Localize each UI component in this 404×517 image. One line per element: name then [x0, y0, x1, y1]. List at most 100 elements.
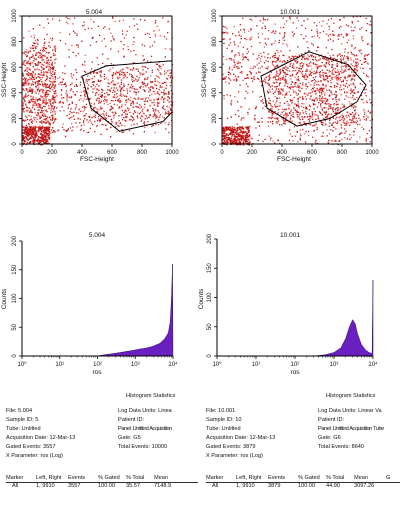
scatter-point [74, 108, 76, 110]
scatter-point [60, 83, 63, 86]
scatter-point [40, 70, 42, 72]
scatter-point [223, 55, 225, 58]
scatter-point [277, 57, 279, 59]
scatter-point [313, 84, 315, 86]
scatter-point [303, 106, 305, 109]
scatter-point [271, 106, 273, 108]
scatter-point [112, 91, 114, 94]
scatter-point [71, 77, 73, 79]
scatter-point [90, 97, 92, 100]
scatter-point [254, 114, 256, 117]
scatter-point [240, 106, 243, 108]
scatter-point [115, 112, 117, 114]
scatter-point [34, 127, 37, 130]
scatter-point [349, 138, 351, 141]
scatter-point [254, 66, 256, 68]
scatter-point [42, 59, 44, 61]
scatter-point [329, 122, 331, 124]
scatter-point [240, 138, 243, 140]
scatter-point [321, 69, 324, 71]
scatter-point [149, 99, 151, 101]
scatter-point [29, 132, 32, 135]
scatter-point [132, 106, 134, 108]
scatter-point [149, 90, 152, 92]
scatter-point [293, 126, 296, 128]
scatter-point [298, 79, 300, 82]
scatter-point [24, 80, 27, 82]
scatter-point [364, 58, 366, 60]
scatter-point [89, 78, 91, 81]
scatter-point [44, 80, 46, 82]
scatter-point [267, 125, 269, 128]
scatter-point [336, 65, 338, 67]
scatter-point [364, 111, 366, 113]
scatter-point [335, 91, 337, 93]
scatter-point [111, 111, 113, 113]
scatter-point [310, 65, 312, 67]
scatter-point [91, 116, 93, 119]
scatter-point [267, 57, 269, 59]
scatter-point [275, 106, 277, 109]
x-tick-label: 800 [337, 150, 348, 156]
scatter-point [226, 136, 229, 139]
scatter-point [32, 142, 34, 144]
scatter-point [320, 98, 323, 100]
scatter-point [284, 65, 287, 67]
scatter-point [29, 50, 31, 52]
scatter-point [347, 57, 349, 60]
scatter-point [344, 48, 346, 50]
scatter-point [158, 82, 160, 84]
scatter-point [294, 82, 296, 84]
scatter-point [55, 90, 57, 92]
scatter-point [117, 77, 119, 80]
scatter-point [267, 121, 269, 123]
scatter-point [39, 136, 41, 139]
scatter-point [49, 123, 51, 126]
scatter-point [284, 81, 286, 83]
scatter-point [149, 95, 151, 97]
scatter-point [119, 94, 121, 97]
scatter-point [271, 88, 273, 90]
scatter-point [146, 117, 148, 119]
scatter-point [43, 48, 45, 51]
scatter-point [68, 49, 70, 51]
scatter-point [362, 98, 364, 101]
scatter-point [325, 75, 327, 77]
scatter-point [159, 35, 161, 37]
scatter-point [155, 75, 157, 77]
scatter-point [124, 95, 126, 97]
scatter-point [293, 57, 295, 59]
scatter-point [353, 84, 355, 86]
scatter-point [123, 72, 125, 74]
scatter-point [26, 142, 28, 144]
scatter-point [52, 18, 54, 20]
scatter-point [320, 76, 322, 78]
scatter-point [75, 78, 78, 81]
scatter-point [299, 139, 301, 141]
scatter-point [91, 77, 93, 80]
scatter-point [42, 85, 44, 87]
scatter-point [285, 78, 287, 80]
scatter-point [132, 77, 134, 79]
scatter-point [332, 59, 334, 62]
scatter-point [35, 64, 37, 66]
scatter-point [40, 141, 42, 143]
scatter-point [151, 69, 153, 71]
scatter-point [45, 47, 47, 50]
scatter-point [50, 109, 52, 111]
scatter-point [36, 118, 38, 120]
scatter-point [349, 119, 351, 121]
scatter-point [49, 87, 51, 90]
scatter-point [269, 139, 272, 141]
scatter-point [53, 81, 55, 83]
scatter-point [64, 72, 66, 75]
scatter-point [97, 97, 99, 99]
scatter-point [318, 21, 321, 24]
scatter-point [341, 65, 343, 67]
scatter-point [44, 141, 46, 144]
scatter-point [297, 116, 299, 118]
scatter-point [45, 97, 47, 99]
scatter-point [313, 35, 315, 37]
scatter-point [337, 109, 339, 111]
scatter-point [226, 128, 228, 130]
